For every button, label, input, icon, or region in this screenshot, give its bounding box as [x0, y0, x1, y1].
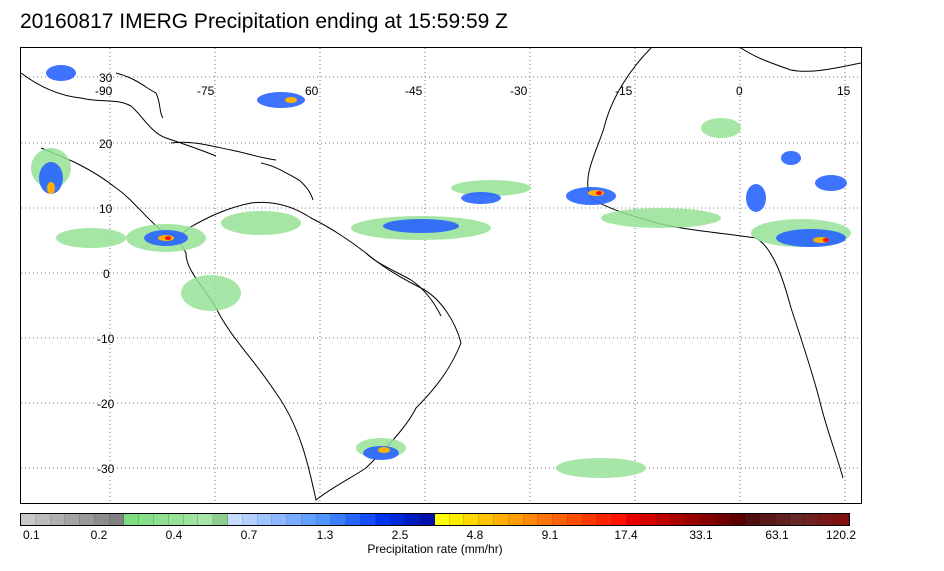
colorbar-segment [287, 514, 302, 525]
colorbar-segment [819, 514, 834, 525]
colorbar-segment [109, 514, 125, 525]
lon-label: 0 [736, 84, 743, 98]
latitude-labels: 30 20 10 0 -10 -20 -30 [97, 71, 115, 476]
precipitation-field [31, 65, 851, 478]
colorbar-segment [745, 514, 761, 525]
colorbar-segment [700, 514, 716, 525]
colorbar-segment [612, 514, 628, 525]
colorbar-segment [316, 514, 332, 525]
lat-label: -20 [97, 397, 115, 411]
colorbar-segment [804, 514, 820, 525]
colorbar-tick-labels: 0.1 0.2 0.4 0.7 1.3 2.5 4.8 9.1 17.4 33.… [20, 528, 856, 542]
colorbar-segment [124, 514, 140, 525]
colorbar-segment [671, 514, 687, 525]
colorbar-tick: 0.1 [23, 528, 40, 542]
lon-label: 60 [305, 84, 319, 98]
colorbar-segment [508, 514, 524, 525]
colorbar-tick: 0.4 [165, 528, 183, 542]
colorbar-segment [331, 514, 347, 525]
colorbar-tick: 9.1 [541, 528, 559, 542]
precipitation-map: -90 -75 60 -45 -30 -15 0 15 30 20 10 0 -… [20, 47, 862, 504]
colorbar-segment [94, 514, 110, 525]
colorbar-segment [360, 514, 376, 525]
colorbar-segment [686, 514, 701, 525]
colorbar-segment [641, 514, 657, 525]
colorbar-segment [183, 514, 199, 525]
colorbar-segment [139, 514, 155, 525]
colorbar-segment [301, 514, 317, 525]
colorbar-label: Precipitation rate (mm/hr) [367, 542, 503, 556]
colorbar [20, 513, 850, 526]
colorbar-segment [272, 514, 288, 525]
lat-label: -10 [97, 332, 115, 346]
lon-label: -75 [197, 84, 215, 98]
colorbar-segment [168, 514, 184, 525]
colorbar-segment [730, 514, 746, 525]
colorbar-segment [774, 514, 790, 525]
colorbar-segment [715, 514, 731, 525]
colorbar-segment [257, 514, 273, 525]
colorbar-tick: 4.8 [466, 528, 484, 542]
colorbar-segment [479, 514, 494, 525]
colorbar-segment [582, 514, 598, 525]
colorbar-tick: 33.1 [689, 528, 713, 542]
colorbar-segment [789, 514, 805, 525]
colorbar-segment [375, 514, 391, 525]
colorbar-segment [405, 514, 421, 525]
colorbar-segment [760, 514, 775, 525]
colorbar-segment [390, 514, 406, 525]
colorbar-segment [464, 514, 480, 525]
colorbar-tick: 0.2 [90, 528, 108, 542]
coastlines [21, 48, 861, 501]
lon-label: -30 [510, 84, 528, 98]
colorbar-segment [154, 514, 169, 525]
lon-label: -90 [95, 84, 113, 98]
lat-label: 30 [99, 71, 113, 85]
longitude-labels: -90 -75 60 -45 -30 -15 0 15 [95, 84, 851, 98]
colorbar-tick: 63.1 [765, 528, 789, 542]
lat-label: 10 [99, 202, 113, 216]
colorbar-segment [656, 514, 672, 525]
colorbar-segment [420, 514, 435, 525]
colorbar-segment [567, 514, 583, 525]
colorbar-segment [346, 514, 361, 525]
colorbar-segment [213, 514, 228, 525]
colorbar-tick: 120.2 [826, 528, 857, 542]
colorbar-segment [434, 514, 450, 525]
colorbar-segment [198, 514, 214, 525]
colorbar-segment [242, 514, 258, 525]
lon-label: -15 [615, 84, 633, 98]
colorbar-segment [538, 514, 554, 525]
colorbar-segment [21, 514, 36, 525]
colorbar-segment [65, 514, 81, 525]
lat-label: -30 [97, 462, 115, 476]
lon-label: 15 [837, 84, 851, 98]
colorbar-tick: 2.5 [391, 528, 409, 542]
colorbar-segment [597, 514, 613, 525]
lat-label: 20 [99, 137, 113, 151]
colorbar-segment [627, 514, 642, 525]
map-canvas: -90 -75 60 -45 -30 -15 0 15 30 20 10 0 -… [21, 48, 861, 503]
lon-label: -45 [405, 84, 423, 98]
colorbar-segment [227, 514, 243, 525]
graticule [21, 48, 861, 503]
colorbar-segment [35, 514, 51, 525]
colorbar-tick: 0.7 [240, 528, 258, 542]
colorbar-segment [80, 514, 95, 525]
colorbar-tick: 1.3 [316, 528, 334, 542]
colorbar-segment [449, 514, 465, 525]
colorbar-segment [50, 514, 66, 525]
map-title: 20160817 IMERG Precipitation ending at 1… [20, 10, 508, 33]
colorbar-segment [833, 514, 849, 525]
colorbar-segment [553, 514, 568, 525]
colorbar-tick: 17.4 [614, 528, 638, 542]
colorbar-segment [494, 514, 509, 525]
lat-label: 0 [103, 267, 110, 281]
colorbar-segment [523, 514, 539, 525]
